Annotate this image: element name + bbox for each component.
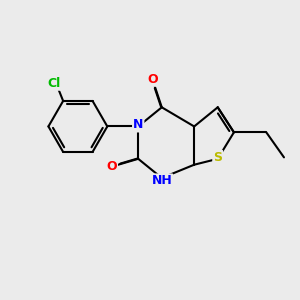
- Text: Cl: Cl: [48, 77, 61, 90]
- Text: N: N: [133, 118, 143, 131]
- Text: O: O: [148, 73, 158, 86]
- Text: NH: NH: [152, 174, 172, 188]
- Text: O: O: [106, 160, 117, 173]
- Text: S: S: [213, 151, 222, 164]
